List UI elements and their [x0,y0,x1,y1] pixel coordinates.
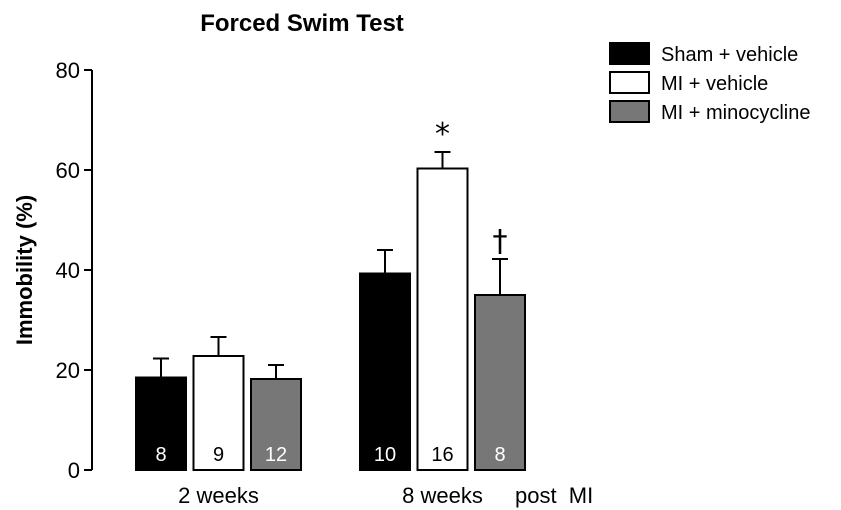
y-tick-label: 60 [56,158,80,183]
bar-n-label: 16 [431,444,453,466]
bar-n-label: 8 [494,444,505,466]
bar-n-label: 8 [155,444,166,466]
y-axis-ticks: 0 20 40 60 80 [56,58,92,483]
bar [135,376,187,471]
legend-swatch [609,71,650,94]
chart-title: Forced Swim Test [200,10,404,37]
y-tick-label: 20 [56,358,80,383]
legend-swatch [609,42,650,65]
bar [416,167,469,471]
category-labels: 2 weeks 8 weeks [178,483,483,508]
bars-group: 8 9 12 10 16 8 * † [135,117,526,471]
significance-marker: † [493,224,508,259]
y-tick-label: 80 [56,58,80,83]
y-tick-label: 0 [68,458,80,483]
legend-label: Sham + vehicle [661,44,798,66]
legend-label: MI + minocycline [661,102,811,124]
bar [192,355,245,471]
bar-n-label: 12 [265,444,287,466]
legend: Sham + vehicle MI + vehicle MI + minocycli… [609,42,811,124]
legend-label: MI + vehicle [661,73,768,95]
significance-marker: * [435,117,450,152]
y-tick-label: 40 [56,258,80,283]
bar [250,378,302,471]
bar [359,272,411,471]
bar-n-label: 9 [213,444,224,466]
bar [474,294,526,471]
y-axis-label: Immobility (%) [12,195,37,345]
category-label: 8 weeks [402,483,483,508]
bar-n-label: 10 [374,444,396,466]
category-label: 2 weeks [178,483,259,508]
x-axis-label: post MI [515,483,593,508]
legend-swatch [609,100,650,123]
